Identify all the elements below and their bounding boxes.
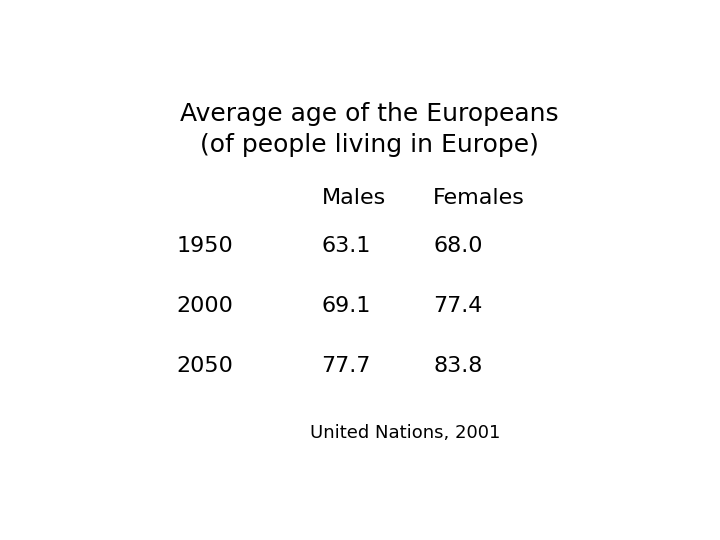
Text: 83.8: 83.8: [433, 356, 482, 376]
Text: Females: Females: [433, 188, 525, 208]
Text: 77.7: 77.7: [322, 356, 371, 376]
Text: United Nations, 2001: United Nations, 2001: [310, 424, 500, 442]
Text: 2000: 2000: [176, 296, 233, 316]
Text: 69.1: 69.1: [322, 296, 371, 316]
Text: Average age of the Europeans
(of people living in Europe): Average age of the Europeans (of people …: [180, 102, 558, 157]
Text: Males: Males: [322, 188, 386, 208]
Text: 77.4: 77.4: [433, 296, 482, 316]
Text: 2050: 2050: [176, 356, 233, 376]
Text: 1950: 1950: [176, 235, 233, 255]
Text: 63.1: 63.1: [322, 235, 371, 255]
Text: 68.0: 68.0: [433, 235, 482, 255]
